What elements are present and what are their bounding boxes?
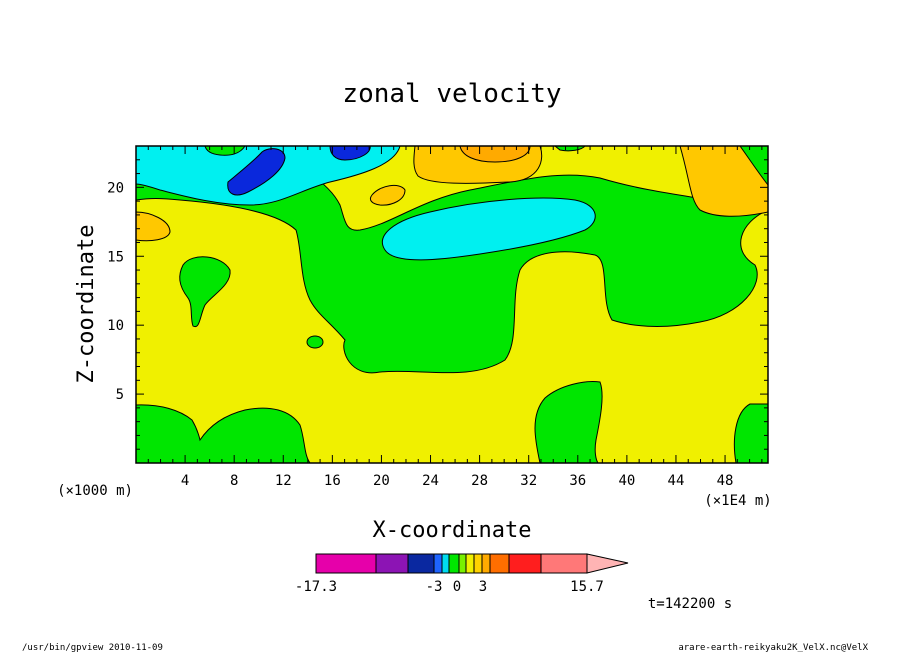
chart-title: zonal velocity	[342, 79, 561, 109]
colorbar-segment	[508, 553, 542, 574]
x-tick-label-28: 28	[471, 473, 488, 489]
contour-green-bottom-mid	[534, 381, 603, 463]
contour-orange-left	[136, 211, 171, 242]
contour-cyan-lens	[382, 197, 596, 261]
x-tick-label-8: 8	[230, 473, 238, 489]
contour-field	[136, 146, 768, 463]
colorbar-extend-arrow	[586, 553, 629, 574]
colorbar-segment	[375, 553, 409, 574]
x-tick-label-48: 48	[717, 473, 734, 489]
contour-orange-small	[369, 184, 406, 206]
colorbar-segment	[489, 553, 510, 574]
contour-green-bottom-left	[136, 404, 311, 463]
y-axis-label: Z-coordinate	[74, 225, 99, 384]
y-tick-label-20: 20	[107, 180, 124, 196]
x-tick-label-44: 44	[668, 473, 685, 489]
colorbar-label: 15.7	[570, 579, 604, 595]
contour-green-blob-left	[179, 256, 231, 328]
time-label: t=142200 s	[648, 596, 732, 612]
contour-green-main	[136, 146, 768, 374]
x-tick-label-40: 40	[618, 473, 635, 489]
y-tick-label-15: 15	[107, 249, 124, 265]
y-tick-label-5: 5	[116, 387, 124, 403]
contour-orange-right	[679, 146, 768, 217]
colorbar-segment	[441, 553, 450, 574]
x-unit-label: (×1E4 m)	[704, 493, 771, 509]
colorbar-segment	[473, 553, 483, 574]
x-axis: 4 8 12 16 20 24 28 32 36 40 44 48	[147, 146, 763, 489]
y-unit-label: (×1000 m)	[57, 483, 133, 499]
colorbar-label: -3	[426, 579, 443, 595]
colorbar-segment	[448, 553, 460, 574]
colorbar-label: 0	[453, 579, 461, 595]
contour-green-dot	[306, 335, 324, 349]
contour-green-bottom-right	[733, 403, 768, 463]
y-tick-label-10: 10	[107, 318, 124, 334]
colorbar-segment	[407, 553, 435, 574]
x-tick-label-32: 32	[520, 473, 537, 489]
colorbar-label: 3	[479, 579, 487, 595]
colorbar-segment	[481, 553, 491, 574]
colorbar-label: -17.3	[295, 579, 337, 595]
footer-right: arare-earth-reikyaku2K_VelX.nc@VelX	[678, 643, 868, 653]
x-axis-label: X-coordinate	[373, 518, 532, 543]
x-tick-label-24: 24	[422, 473, 439, 489]
x-tick-label-12: 12	[275, 473, 292, 489]
colorbar-labels: -17.3 -3 0 3 15.7	[295, 579, 604, 595]
x-tick-label-20: 20	[373, 473, 390, 489]
plot-frame	[135, 145, 769, 464]
colorbar-segment	[458, 553, 467, 574]
colorbar-segment	[433, 553, 443, 574]
colorbar-segment	[540, 553, 588, 574]
x-tick-label-4: 4	[181, 473, 189, 489]
y-axis: 5 10 15 20	[107, 159, 768, 450]
x-tick-label-36: 36	[569, 473, 586, 489]
colorbar	[315, 553, 629, 574]
x-tick-label-16: 16	[324, 473, 341, 489]
footer-left: /usr/bin/gpview 2010-11-09	[22, 643, 163, 653]
contour-green-top-small	[204, 146, 246, 156]
colorbar-segment	[315, 553, 377, 574]
contour-green-top-right	[739, 146, 768, 186]
colorbar-segment	[465, 553, 475, 574]
contour-blue-left	[227, 148, 286, 196]
